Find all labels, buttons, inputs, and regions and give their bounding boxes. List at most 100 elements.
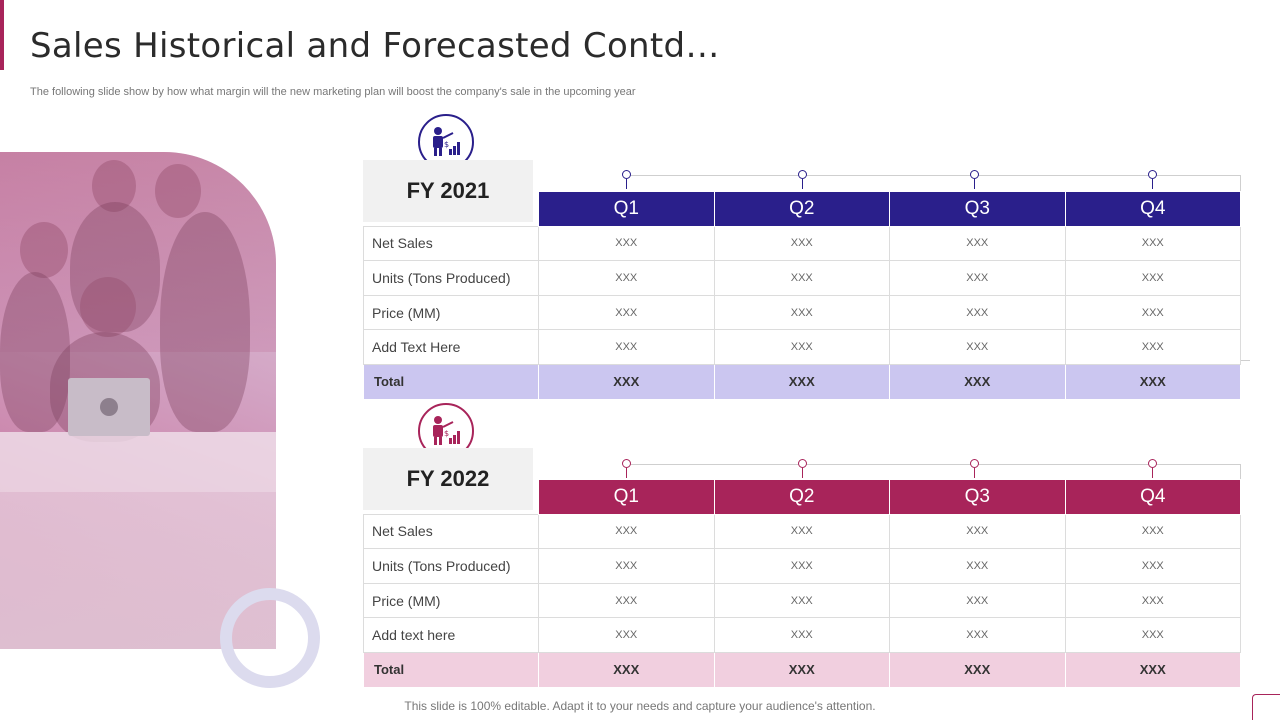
quarter-pin-dot <box>622 459 631 468</box>
photo-person-head <box>20 222 68 278</box>
photo-laptop <box>68 378 150 436</box>
table-cell: XXX <box>889 548 1066 584</box>
table-cell: XXX <box>713 617 890 653</box>
table-row: Net Sales XXX XXX XXX XXX <box>363 513 1241 550</box>
fy2022-table: Q1 Q2 Q3 Q4 Net Sales XXX XXX XXX XXX Un… <box>363 479 1241 688</box>
total-cell: XXX <box>1064 651 1241 688</box>
quarter-pin <box>626 179 627 189</box>
quarter-pin-dot <box>1148 459 1157 468</box>
quarter-header-row: Q1 Q2 Q3 Q4 <box>364 191 1241 227</box>
quarter-pin <box>626 468 627 478</box>
table-cell: XXX <box>889 329 1066 365</box>
table-cell: XXX <box>713 294 890 331</box>
decorative-ring <box>220 588 320 688</box>
fy-label: FY 2021 <box>363 160 533 222</box>
page-title: Sales Historical and Forecasted Contd… <box>30 26 720 66</box>
timeline-line <box>625 175 1241 176</box>
table-cell: XXX <box>889 582 1066 619</box>
title-accent-bar <box>0 0 4 70</box>
quarter-pin <box>974 468 975 478</box>
photo-person-head <box>92 160 136 212</box>
table-row: Add Text Here XXX XXX XXX XXX <box>363 329 1241 365</box>
quarter-pin-dot <box>798 459 807 468</box>
quarter-header: Q3 <box>889 479 1066 515</box>
quarter-header: Q1 <box>538 479 715 515</box>
quarter-pin <box>1152 468 1153 478</box>
quarter-header: Q4 <box>1064 191 1241 227</box>
corner-decoration <box>1252 694 1280 720</box>
photo-wall <box>0 152 276 352</box>
quarter-header-row: Q1 Q2 Q3 Q4 <box>364 479 1241 515</box>
table-cell: XXX <box>1064 617 1241 653</box>
timeline-line <box>625 464 1241 465</box>
total-cell: XXX <box>1064 363 1241 400</box>
table-row: Units (Tons Produced) XXX XXX XXX XXX <box>363 548 1241 584</box>
table-cell: XXX <box>713 582 890 619</box>
table-cell: XXX <box>538 548 715 584</box>
total-cell: XXX <box>538 363 715 400</box>
table-cell: XXX <box>713 548 890 584</box>
photo-desk <box>0 432 276 492</box>
row-label: Price (MM) <box>363 294 539 331</box>
quarter-header: Q3 <box>889 191 1066 227</box>
table-row: Price (MM) XXX XXX XXX XXX <box>363 294 1241 331</box>
quarter-pin <box>802 179 803 189</box>
timeline-edge <box>1240 175 1241 360</box>
laptop-logo <box>100 398 118 416</box>
row-label: Units (Tons Produced) <box>363 548 539 584</box>
total-cell: XXX <box>713 363 890 400</box>
page-subtitle: The following slide show by how what mar… <box>30 86 636 98</box>
table-cell: XXX <box>1064 225 1241 262</box>
table-cell: XXX <box>1064 294 1241 331</box>
quarter-pin <box>974 179 975 189</box>
quarter-pin-dot <box>798 170 807 179</box>
header-blank-cell <box>364 480 539 515</box>
quarter-pin <box>1152 179 1153 189</box>
quarter-pin-dot <box>970 170 979 179</box>
table-row: Units (Tons Produced) XXX XXX XXX XXX <box>363 260 1241 296</box>
row-label: Add Text Here <box>363 329 539 365</box>
total-cell: XXX <box>889 363 1066 400</box>
table-row: Add text here XXX XXX XXX XXX <box>363 617 1241 653</box>
row-label: Add text here <box>363 617 539 653</box>
table-row: Price (MM) XXX XXX XXX XXX <box>363 582 1241 619</box>
quarter-pin <box>802 468 803 478</box>
photo-person <box>0 272 70 432</box>
photo-person-head <box>80 277 136 337</box>
table-cell: XXX <box>538 260 715 296</box>
photo-person-head <box>155 164 201 218</box>
quarter-pin-dot <box>1148 170 1157 179</box>
table-cell: XXX <box>1064 582 1241 619</box>
quarter-header: Q4 <box>1064 479 1241 515</box>
team-photo <box>0 152 276 649</box>
fy2021-table: Q1 Q2 Q3 Q4 Net Sales XXX XXX XXX XXX Un… <box>363 191 1241 400</box>
svg-text:$: $ <box>444 429 449 438</box>
row-label: Net Sales <box>363 225 539 262</box>
total-label: Total <box>363 651 539 688</box>
table-cell: XXX <box>538 513 715 550</box>
table-cell: XXX <box>538 329 715 365</box>
svg-text:$: $ <box>444 140 449 149</box>
table-cell: XXX <box>889 513 1066 550</box>
table-cell: XXX <box>889 260 1066 296</box>
timeline-tick <box>1240 360 1250 361</box>
table-cell: XXX <box>1064 548 1241 584</box>
table-cell: XXX <box>889 225 1066 262</box>
photo-person <box>160 212 250 432</box>
table-row: Net Sales XXX XXX XXX XXX <box>363 225 1241 262</box>
header-blank-cell <box>364 192 539 227</box>
total-cell: XXX <box>713 651 890 688</box>
quarter-pin-dot <box>970 459 979 468</box>
row-label: Net Sales <box>363 513 539 550</box>
table-cell: XXX <box>713 329 890 365</box>
total-row: Total XXX XXX XXX XXX <box>363 651 1241 688</box>
table-cell: XXX <box>889 294 1066 331</box>
quarter-header: Q2 <box>713 191 890 227</box>
row-label: Units (Tons Produced) <box>363 260 539 296</box>
quarter-pin-dot <box>622 170 631 179</box>
quarter-header: Q2 <box>713 479 890 515</box>
table-cell: XXX <box>538 225 715 262</box>
total-label: Total <box>363 363 539 400</box>
table-cell: XXX <box>713 513 890 550</box>
table-cell: XXX <box>713 260 890 296</box>
